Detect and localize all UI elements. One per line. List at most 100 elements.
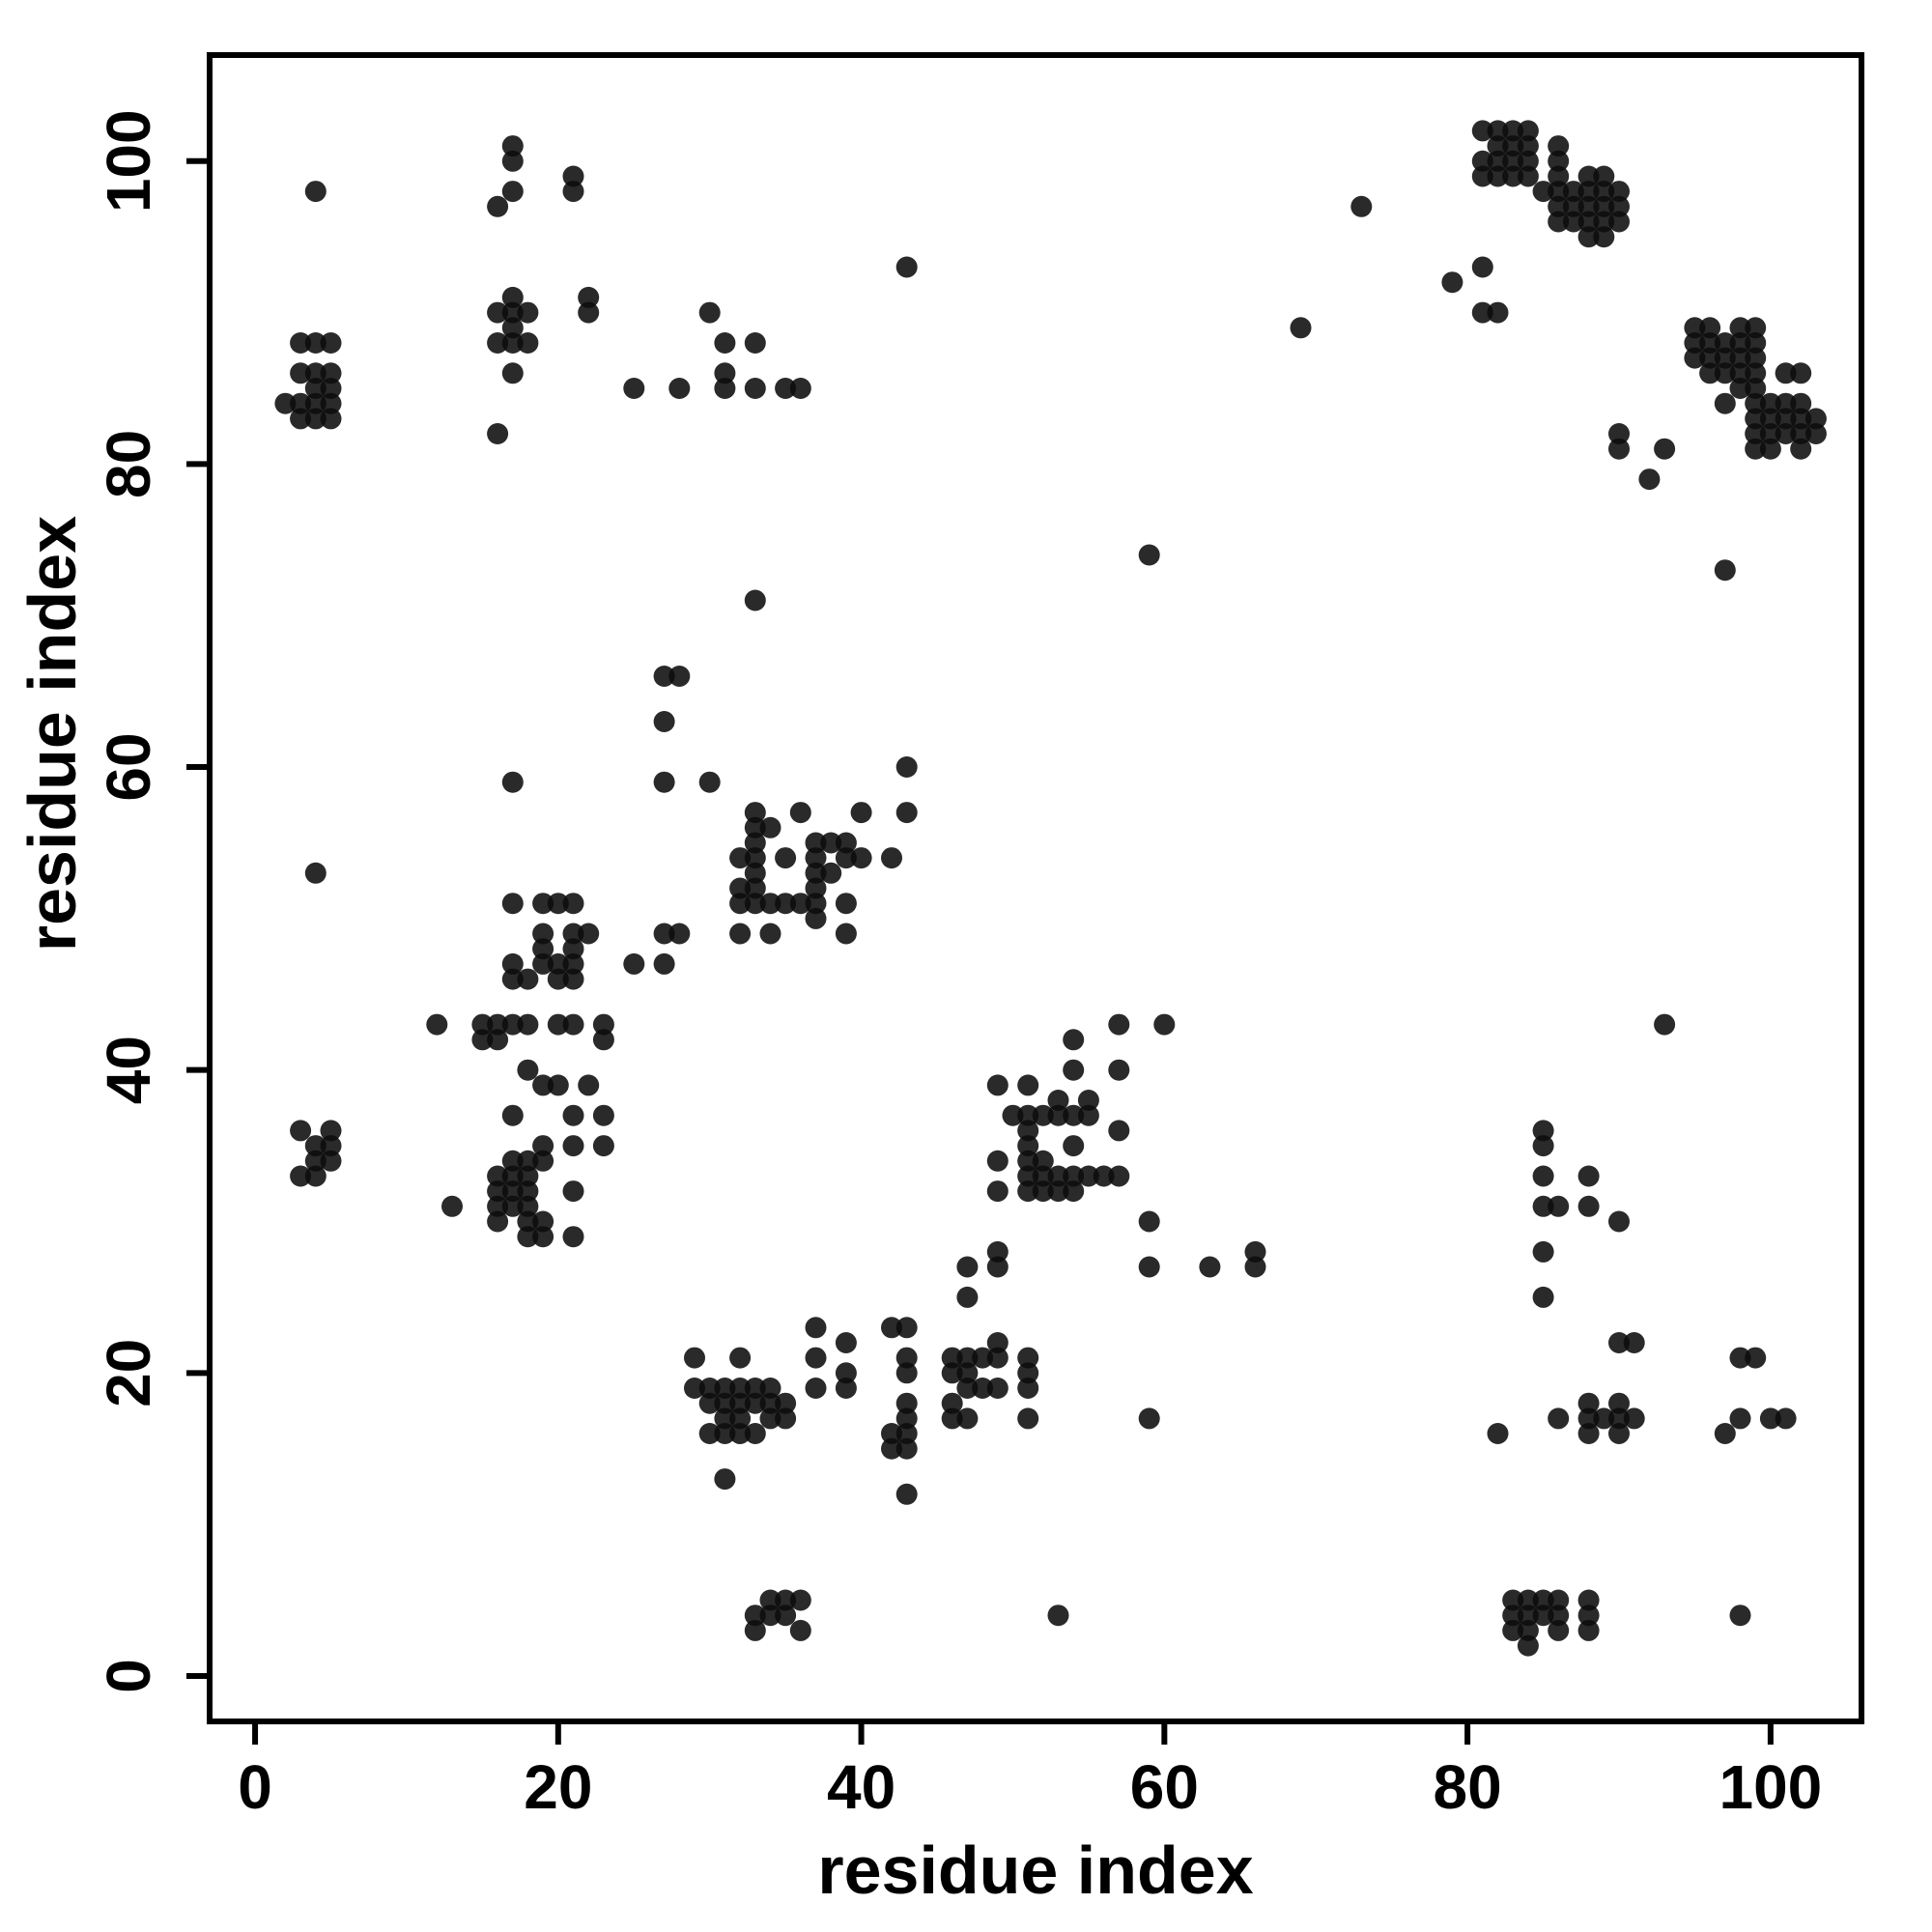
data-point [1532,1605,1554,1627]
data-point [1548,1195,1570,1217]
data-point [501,332,524,354]
data-point [532,1074,554,1096]
data-point [653,711,675,732]
data-point [744,1392,766,1414]
data-point [1759,408,1781,430]
data-point [1077,1104,1099,1126]
data-point [1593,211,1615,233]
data-point [986,1347,1009,1369]
data-point [501,362,524,384]
x-axis-ticks: 0 20 40 60 80 100 [238,1721,1822,1822]
data-point [290,1120,312,1142]
data-point [895,1317,918,1339]
data-point [562,181,584,203]
data-point [759,923,781,945]
data-point [805,832,827,854]
data-point [501,286,524,308]
data-point [759,816,781,838]
data-point [714,1423,736,1444]
data-point [1790,423,1812,444]
data-point [881,847,902,869]
data-point [895,1392,918,1414]
data-point [729,877,752,899]
data-point [1244,1240,1266,1263]
data-point [290,408,312,430]
data-point [729,893,752,915]
data-point [956,1286,979,1308]
data-point [744,1378,766,1399]
data-point [562,968,584,990]
data-point [698,301,721,324]
x-tick-label: 100 [1719,1752,1822,1822]
data-point [562,1135,584,1157]
data-point [744,589,766,611]
data-point [290,362,312,384]
data-point [744,1605,766,1627]
plot-frame [207,52,1864,1724]
data-point [1350,195,1373,217]
data-point [775,378,797,399]
y-tick-label: 100 [94,109,163,213]
data-point [562,165,584,187]
data-point [501,1180,524,1203]
data-point [1502,120,1524,142]
data-point [1684,317,1706,339]
data-point [775,1605,797,1627]
data-point [881,1423,902,1444]
data-point [1502,1605,1524,1627]
data-point [1502,1619,1524,1641]
data-point [517,1150,539,1172]
data-point [501,1104,524,1126]
data-point [501,1013,524,1036]
data-point [1577,1589,1600,1611]
data-point [1138,544,1160,566]
y-tick-label: 40 [94,1036,163,1104]
data-point [956,1347,979,1369]
data-point [986,1180,1009,1203]
data-point [501,1195,524,1217]
data-point [517,1013,539,1036]
data-point [744,332,766,354]
data-point [1548,1407,1570,1430]
data-point [304,332,327,354]
data-point [1063,1029,1085,1051]
data-point [1745,438,1767,460]
data-point [1002,1104,1024,1126]
data-point [501,968,524,990]
data-point [320,1150,342,1172]
data-point [1577,181,1600,203]
data-point [805,862,827,884]
data-point [1047,1090,1069,1111]
data-point [1517,120,1539,142]
data-point [1063,1180,1085,1203]
data-point [986,1378,1009,1399]
data-point [775,847,797,869]
data-point [1608,211,1630,233]
data-point [1077,1165,1099,1187]
y-tick-label: 20 [94,1339,163,1407]
data-point [1775,392,1797,414]
data-point [562,1180,584,1203]
data-point [1441,271,1463,294]
data-point [1471,165,1493,187]
data-point [532,952,554,975]
data-point [517,332,539,354]
data-point [789,802,811,824]
data-point [501,771,524,793]
data-point [956,1378,979,1399]
data-point [487,332,509,354]
data-point [471,1013,494,1036]
data-point [1775,408,1797,430]
data-point [320,392,342,414]
data-point [1517,135,1539,157]
data-point [835,923,857,945]
data-point [1532,181,1554,203]
data-point [1487,135,1509,157]
data-point [744,832,766,854]
data-point [304,392,327,414]
data-point [562,938,584,960]
data-point [668,666,691,687]
data-point [895,756,918,778]
data-point [1593,226,1615,248]
